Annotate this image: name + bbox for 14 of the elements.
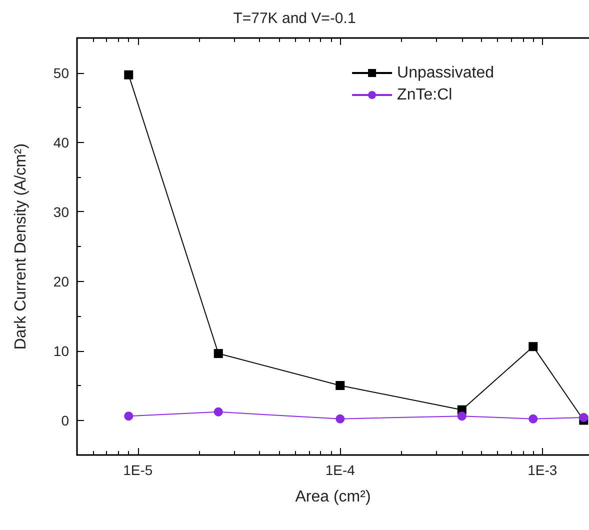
y-tick-label: 10 xyxy=(53,342,70,359)
y-tick-label: 40 xyxy=(53,134,70,150)
x-axis-title: Area (cm²) xyxy=(295,488,371,506)
y-tick-label: 30 xyxy=(53,204,70,220)
x-tick-label: 1E-3 xyxy=(528,462,558,478)
y-tick-label: 50 xyxy=(53,64,70,81)
x-tick-label: 1E-5 xyxy=(123,462,153,478)
y-tick-label: 0 xyxy=(61,412,70,428)
legend-label: Unpassivated xyxy=(397,64,494,82)
legend-label: ZnTe:Cl xyxy=(397,86,452,104)
y-tick-label: 20 xyxy=(53,273,70,290)
y-axis-title: Dark Current Density (A/cm²) xyxy=(12,143,30,350)
x-tick-label: 1E-4 xyxy=(325,462,356,478)
chart-title: T=77K and V=-0.1 xyxy=(233,10,356,27)
